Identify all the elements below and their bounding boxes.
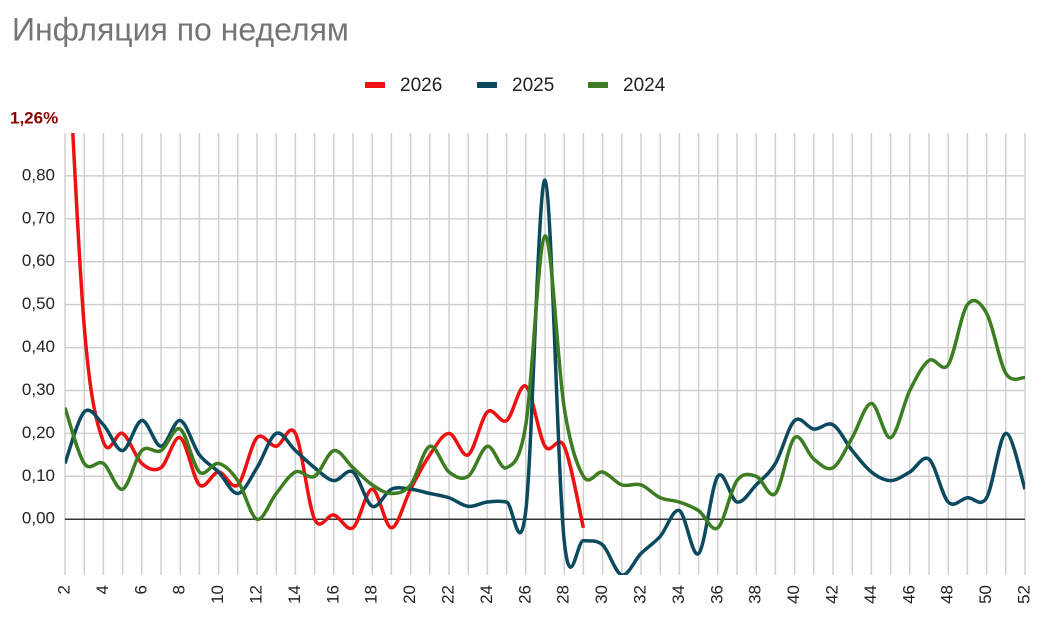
x-tick-label: 36: [707, 585, 726, 604]
x-tick-label: 48: [938, 585, 957, 604]
y-tick-label: 0,60: [22, 251, 55, 270]
chart-title: Инфляция по неделям: [12, 11, 349, 47]
y-tick-label: 0,30: [22, 380, 55, 399]
x-tick-label: 40: [784, 585, 803, 604]
series-line: [65, 178, 1025, 575]
x-tick-label: 18: [362, 585, 381, 604]
x-tick-label: 20: [400, 585, 419, 604]
x-tick-label: 4: [93, 585, 112, 594]
legend-swatch: [588, 82, 608, 88]
x-tick-label: 16: [323, 585, 342, 604]
x-tick-label: 12: [246, 585, 265, 604]
series-line: [65, 234, 1025, 531]
value-label: 1,26%: [10, 108, 58, 127]
x-tick-label: 44: [861, 585, 880, 604]
legend-label: 2026: [400, 75, 442, 96]
y-tick-label: 0,10: [22, 466, 55, 485]
y-tick-label: 0,80: [22, 165, 55, 184]
x-tick-label: 22: [438, 585, 457, 604]
x-tick-label: 2: [54, 585, 73, 594]
x-tick-label: 30: [592, 585, 611, 604]
x-tick-label: 10: [208, 585, 227, 604]
x-tick-label: 26: [515, 585, 534, 604]
x-tick-label: 42: [822, 585, 841, 604]
legend-swatch: [365, 82, 385, 88]
x-tick-label: 6: [131, 585, 150, 594]
y-tick-label: 0,40: [22, 337, 55, 356]
x-tick-label: 52: [1014, 585, 1033, 604]
y-tick-label: 0,20: [22, 423, 55, 442]
y-tick-label: 0,00: [22, 509, 55, 528]
x-tick-label: 50: [976, 585, 995, 604]
x-tick-label: 32: [630, 585, 649, 604]
x-tick-label: 14: [285, 585, 304, 604]
grid: [64, 133, 1026, 575]
y-tick-label: 0,70: [22, 208, 55, 227]
plot-area: [65, 133, 1025, 575]
legend-swatch: [477, 82, 497, 88]
y-tick-label: 0,50: [22, 294, 55, 313]
legend-label: 2024: [623, 75, 666, 96]
legend-label: 2025: [512, 75, 554, 96]
x-tick-label: 8: [170, 585, 189, 594]
x-tick-label: 24: [477, 585, 496, 604]
x-tick-label: 34: [669, 585, 688, 604]
x-tick-label: 46: [899, 585, 918, 604]
x-tick-label: 28: [554, 585, 573, 604]
x-tick-label: 38: [746, 585, 765, 604]
